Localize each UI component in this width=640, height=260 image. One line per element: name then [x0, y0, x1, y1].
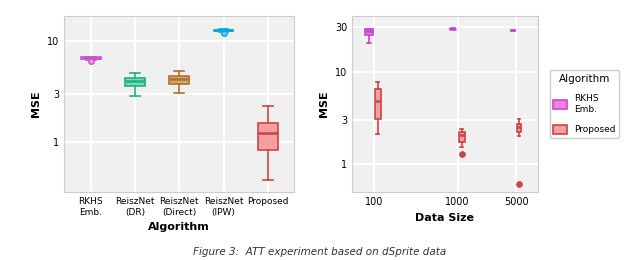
X-axis label: Algorithm: Algorithm: [148, 222, 210, 232]
X-axis label: Data Size: Data Size: [415, 213, 474, 223]
PathPatch shape: [459, 132, 465, 142]
Y-axis label: MSE: MSE: [319, 91, 330, 117]
PathPatch shape: [375, 89, 381, 119]
PathPatch shape: [517, 124, 521, 132]
PathPatch shape: [125, 78, 145, 86]
PathPatch shape: [169, 76, 189, 84]
PathPatch shape: [81, 57, 100, 59]
PathPatch shape: [511, 30, 515, 31]
Y-axis label: MSE: MSE: [31, 91, 42, 117]
PathPatch shape: [214, 30, 234, 31]
PathPatch shape: [365, 29, 372, 35]
Text: Figure 3:  ATT experiment based on dSprite data: Figure 3: ATT experiment based on dSprit…: [193, 248, 447, 257]
PathPatch shape: [258, 123, 278, 150]
Legend: RKHS
Emb., Proposed: RKHS Emb., Proposed: [550, 70, 619, 138]
